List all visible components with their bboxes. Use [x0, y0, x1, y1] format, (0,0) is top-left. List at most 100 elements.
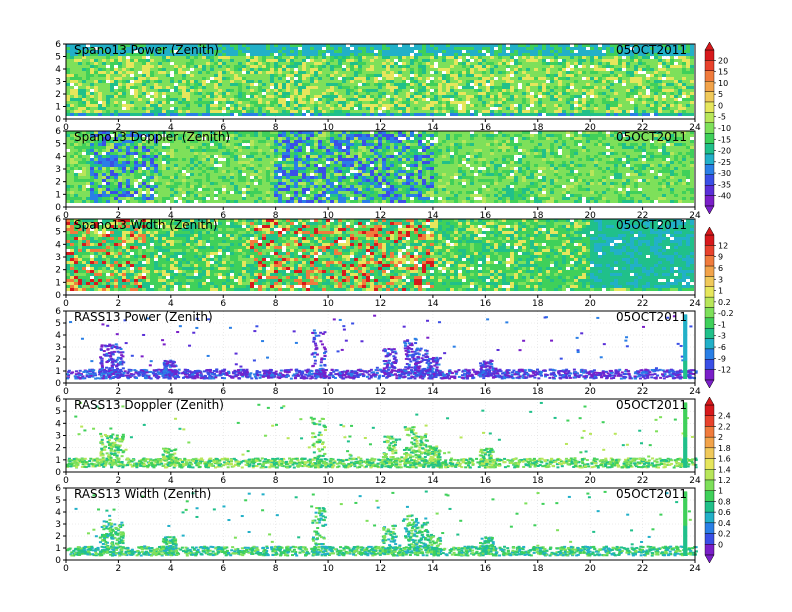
colorbar-label: 0 — [718, 101, 723, 110]
colorbar-label: 2 — [718, 433, 723, 442]
colorbar-swatch — [705, 448, 714, 459]
y-tick-label: 1 — [55, 456, 61, 466]
colorbar-swatch — [705, 469, 714, 480]
y-tick-label: 6 — [55, 127, 61, 137]
x-tick-label: 22 — [637, 387, 648, 397]
x-tick-label: 4 — [168, 299, 174, 309]
x-tick-label: 10 — [322, 299, 334, 309]
x-tick-label: 16 — [480, 387, 492, 397]
colorbar-swatch — [705, 185, 714, 195]
colorbar-swatch — [705, 318, 714, 328]
x-tick-label: 20 — [584, 564, 596, 574]
colorbar-label: 6 — [718, 264, 723, 273]
x-tick-label: 6 — [220, 299, 226, 309]
x-tick-label: 2 — [116, 387, 122, 397]
colorbar-swatch — [705, 256, 714, 266]
colorbar-label: 0 — [718, 540, 723, 549]
x-tick-label: 6 — [220, 387, 226, 397]
y-tick-label: 1 — [55, 544, 61, 554]
y-tick-label: 2 — [55, 355, 61, 365]
colorbar-label: -3 — [718, 332, 726, 341]
x-tick-label: 18 — [532, 476, 544, 486]
colorbar-swatch — [705, 308, 714, 318]
y-tick-label: 0 — [55, 468, 61, 478]
colorbar-label: 15 — [718, 68, 728, 77]
y-tick-label: 4 — [55, 152, 61, 162]
colorbar-label: -1 — [718, 320, 726, 329]
y-tick-label: 3 — [55, 520, 61, 530]
y-tick-label: 3 — [55, 165, 61, 175]
y-tick-label: 4 — [55, 331, 61, 341]
y-tick-label: 5 — [55, 496, 61, 506]
x-tick-label: 14 — [427, 299, 439, 309]
x-tick-label: 0 — [63, 476, 69, 486]
y-tick-label: 6 — [55, 307, 61, 317]
colorbar-label: 0.8 — [718, 497, 731, 506]
y-tick-label: 5 — [55, 319, 61, 329]
y-tick-label: 1 — [55, 103, 61, 113]
colorbar-label: -20 — [718, 147, 731, 156]
x-tick-label: 20 — [584, 476, 596, 486]
colorbar-swatch — [705, 359, 714, 369]
x-tick-label: 6 — [220, 564, 226, 574]
colorbar-label: 2.2 — [718, 422, 731, 431]
colorbar-swatch — [705, 245, 714, 255]
colorbar-swatch — [705, 123, 714, 133]
x-tick-label: 10 — [322, 387, 334, 397]
x-tick-label: 18 — [532, 387, 544, 397]
x-tick-label: 8 — [273, 476, 279, 486]
panel-date: 05OCT2011 — [616, 487, 687, 501]
colorbar-swatch — [705, 459, 714, 470]
colorbar-label: 5 — [718, 90, 723, 99]
colorbar-label: -10 — [718, 124, 731, 133]
colorbar-swatch — [705, 154, 714, 164]
colorbar-label: 10 — [718, 79, 728, 88]
y-tick-label: 5 — [55, 407, 61, 417]
x-tick-label: 8 — [273, 387, 279, 397]
x-tick-label: 20 — [584, 387, 596, 397]
panel-title: Spano13 Doppler (Zenith) — [74, 130, 230, 144]
panel-title: Spano13 Width (Zenith) — [74, 218, 218, 232]
x-tick-label: 24 — [689, 564, 701, 574]
colorbar-label: 1.4 — [718, 465, 731, 474]
colorbar-label: -6 — [718, 343, 726, 352]
x-tick-label: 22 — [637, 476, 648, 486]
y-tick-label: 0 — [55, 379, 61, 389]
colorbar-label: 1 — [718, 487, 723, 496]
panel-title: RASS13 Power (Zenith) — [74, 310, 213, 324]
colorbar-swatch — [705, 60, 714, 70]
colorbar-swatch — [705, 144, 714, 154]
colorbar-swatch — [705, 235, 714, 245]
colorbar-min-pointer — [705, 206, 714, 214]
x-tick-label: 18 — [532, 299, 544, 309]
y-tick-label: 5 — [55, 53, 61, 63]
y-tick-label: 6 — [55, 484, 61, 494]
colorbar-label: 12 — [718, 241, 728, 250]
y-tick-label: 3 — [55, 432, 61, 442]
colorbar-swatch — [705, 196, 714, 206]
x-tick-label: 0 — [63, 564, 69, 574]
panel-date: 05OCT2011 — [616, 130, 687, 144]
x-tick-label: 12 — [375, 476, 386, 486]
colorbar-swatch — [705, 501, 714, 512]
colorbar-swatch — [705, 523, 714, 534]
x-tick-label: 18 — [532, 564, 544, 574]
x-tick-label: 14 — [427, 387, 439, 397]
colorbar-swatch — [705, 81, 714, 91]
colorbar-swatch — [705, 339, 714, 349]
panel-title: Spano13 Power (Zenith) — [74, 43, 219, 57]
x-tick-label: 24 — [689, 299, 701, 309]
y-tick-label: 2 — [55, 444, 61, 454]
y-tick-label: 2 — [55, 532, 61, 542]
y-tick-label: 0 — [55, 203, 61, 213]
colorbar-label: 1.8 — [718, 444, 731, 453]
y-tick-label: 3 — [55, 253, 61, 263]
x-tick-label: 14 — [427, 476, 439, 486]
colorbar-max-pointer — [705, 397, 714, 405]
